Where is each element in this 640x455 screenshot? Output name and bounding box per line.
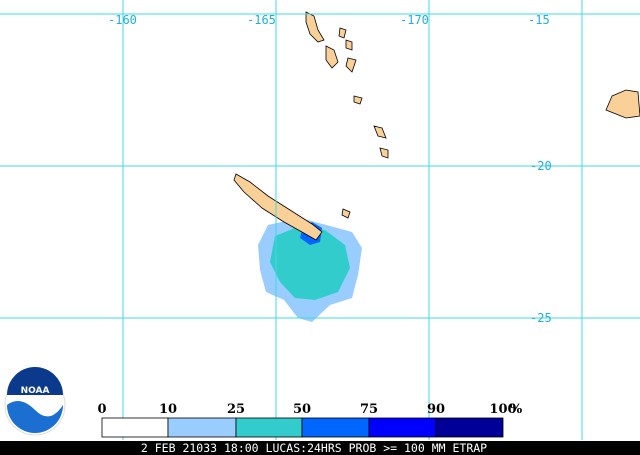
lon-label: -170	[400, 13, 429, 27]
legend-label: 10	[159, 402, 177, 417]
legend-swatch	[235, 417, 303, 438]
legend-swatch	[368, 417, 437, 438]
land	[233, 11, 640, 241]
legend-swatch	[167, 417, 237, 438]
legend-swatch	[435, 417, 504, 438]
legend-swatch	[101, 417, 169, 438]
lon-label: -165	[247, 13, 276, 27]
legend-label: 100	[489, 402, 516, 417]
graticule: -160 -165 -170 -15 -20 -25	[0, 0, 640, 440]
probability-area	[258, 218, 362, 322]
caption: 2 FEB 21033 18:00 LUCAS:24HRS PROB >= 10…	[141, 441, 487, 455]
legend-swatch	[301, 417, 370, 438]
legend-label: 90	[427, 402, 445, 417]
lat-label: -20	[530, 159, 552, 173]
legend-label: 0	[97, 402, 106, 417]
legend: 0 10 25 50 75 90 100%	[97, 402, 523, 438]
legend-label: 75	[360, 402, 378, 417]
legend-label: 25	[227, 402, 245, 417]
legend-unit: %	[510, 402, 523, 417]
lat-label: -25	[530, 311, 552, 325]
lat-label: -15	[528, 13, 550, 27]
noaa-logo: NOAA	[4, 367, 66, 436]
legend-label: 50	[293, 402, 311, 417]
caption-bar	[0, 441, 640, 455]
logo-text: NOAA	[21, 386, 50, 396]
lon-label: -160	[108, 13, 137, 27]
